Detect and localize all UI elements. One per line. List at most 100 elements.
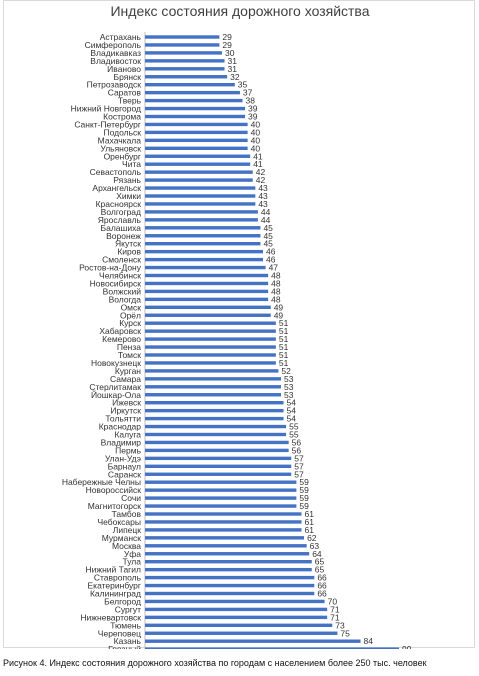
value-label: 56 — [292, 437, 302, 447]
value-label: 52 — [281, 366, 291, 376]
category-label: Иркутск — [110, 406, 141, 416]
category-label: Волжский — [103, 286, 142, 296]
category-label: Нижневартовск — [80, 612, 141, 622]
category-label: Мурманск — [102, 533, 142, 543]
bar — [145, 464, 292, 468]
bar — [145, 67, 225, 71]
bar — [145, 114, 246, 119]
value-label: 62 — [307, 533, 317, 543]
bar — [145, 456, 292, 461]
bar — [145, 615, 328, 620]
bar — [145, 130, 248, 135]
category-label: Тольятти — [105, 414, 141, 424]
category-label: Санкт-Петербург — [74, 119, 141, 129]
bar — [145, 90, 240, 95]
category-label: Курск — [119, 318, 141, 328]
category-label: Йошкар-Ола — [91, 389, 141, 400]
value-label: 63 — [310, 541, 320, 551]
figure-caption: Рисунок 4. Индекс состояния дорожного хо… — [3, 658, 427, 668]
category-label: Владикавказ — [90, 48, 141, 58]
value-label: 44 — [261, 215, 271, 225]
value-label: 41 — [253, 151, 263, 161]
category-label: Новокузнецк — [91, 358, 141, 368]
bar — [145, 297, 269, 302]
bar — [145, 162, 251, 166]
bar — [145, 202, 256, 206]
bar — [145, 51, 222, 55]
bar — [145, 552, 310, 556]
bar — [145, 599, 325, 604]
category-label: Подольск — [103, 127, 141, 137]
bar — [145, 639, 361, 643]
bar — [145, 504, 297, 508]
bar — [145, 393, 281, 397]
bar — [145, 257, 264, 262]
bar — [145, 43, 220, 47]
bar — [145, 607, 328, 612]
value-label: 66 — [317, 589, 327, 599]
bar — [145, 178, 253, 182]
value-label: 75 — [340, 628, 350, 638]
value-label: 40 — [251, 143, 261, 153]
bar — [145, 234, 261, 238]
value-label: 42 — [256, 167, 266, 177]
category-label: Стерлитамак — [89, 382, 141, 392]
value-label: 43 — [258, 183, 268, 193]
bar — [145, 122, 248, 127]
category-label: Москва — [112, 541, 141, 551]
bar-chart: Астрахань 29 Симферополь 29 Владикавказ 30 Вла… — [62, 32, 412, 649]
category-label: Рязань — [113, 175, 141, 185]
category-label: Курган — [115, 366, 141, 376]
category-label: Астрахань — [100, 32, 142, 42]
category-label: Брянск — [114, 72, 142, 82]
category-label: Череповец — [98, 628, 141, 638]
value-label: 40 — [251, 127, 261, 137]
value-label: 65 — [315, 557, 325, 567]
category-label: Хабаровск — [99, 326, 141, 336]
bar — [145, 289, 269, 294]
value-label: 84 — [364, 636, 374, 646]
category-label: Сургут — [115, 604, 141, 614]
value-label: 51 — [279, 318, 289, 328]
value-label: 51 — [279, 342, 289, 352]
value-label: 48 — [271, 294, 281, 304]
bar — [145, 337, 276, 341]
category-label: Ставрополь — [94, 573, 142, 583]
category-label: Махачкала — [98, 135, 142, 145]
value-label: 54 — [287, 414, 297, 424]
bar — [145, 448, 289, 453]
bar — [145, 385, 281, 389]
bar — [145, 408, 284, 413]
value-label: 30 — [225, 48, 235, 58]
value-label: 61 — [305, 525, 315, 535]
category-label: Кемерово — [102, 334, 141, 344]
value-label: 54 — [287, 398, 297, 408]
category-label: Пермь — [115, 445, 141, 455]
value-label: 45 — [263, 231, 273, 241]
bar — [145, 321, 276, 325]
category-label: Смоленск — [102, 255, 141, 265]
category-label: Омск — [121, 302, 142, 312]
category-label: Якутск — [115, 239, 141, 249]
bar — [145, 281, 269, 286]
bar — [145, 560, 312, 564]
value-label: 53 — [284, 374, 294, 384]
bar — [145, 329, 276, 333]
category-label: Чебоксары — [97, 517, 141, 527]
category-label: Калининград — [90, 589, 141, 599]
value-label: 45 — [263, 223, 273, 233]
bar — [145, 472, 292, 476]
category-label: Тюмень — [110, 620, 141, 630]
category-label: Набережные Челны — [62, 477, 141, 487]
value-label: 49 — [274, 302, 284, 312]
value-label: 70 — [328, 596, 338, 606]
category-label: Барнаул — [108, 461, 141, 471]
category-label: Севастополь — [90, 167, 142, 177]
bar — [145, 35, 220, 39]
category-label: Волгоград — [101, 207, 141, 217]
category-label: Ростов-на-Дону — [79, 263, 142, 273]
bar — [145, 273, 269, 278]
category-label: Тверь — [118, 96, 142, 106]
bar — [145, 480, 297, 484]
category-label: Тула — [123, 557, 142, 567]
